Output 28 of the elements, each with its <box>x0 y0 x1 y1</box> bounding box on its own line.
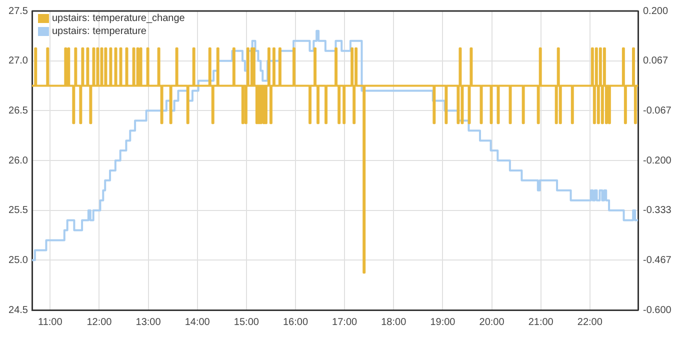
y-tick-label: 26.0 <box>8 155 28 166</box>
x-tick-label: 12:00 <box>86 316 112 328</box>
legend-label: upstairs: temperature_change <box>52 12 185 25</box>
x-tick-label: 19:00 <box>430 316 456 328</box>
y2-tick-label: -0.333 <box>643 205 672 216</box>
x-tick-label: 21:00 <box>528 316 554 328</box>
y-tick-label: 24.5 <box>8 304 28 316</box>
y2-tick-label: -0.600 <box>643 304 672 316</box>
x-tick-label: 13:00 <box>136 316 162 328</box>
y2-tick-label: -0.200 <box>643 155 672 166</box>
x-tick-label: 11:00 <box>38 316 63 328</box>
y-tick-label: 27.0 <box>8 56 28 67</box>
y-tick-label: 25.0 <box>8 254 28 266</box>
y-tick-label: 26.5 <box>8 105 28 116</box>
y-tick-label: 27.5 <box>8 6 28 17</box>
y2-tick-label: 0.067 <box>643 56 668 67</box>
x-tick-label: 15:00 <box>234 316 260 328</box>
x-tick-label: 17:00 <box>332 316 358 328</box>
x-tick-label: 22:00 <box>577 316 603 328</box>
y2-tick-label: -0.467 <box>643 254 672 266</box>
y2-tick-label: -0.067 <box>643 105 672 116</box>
x-tick-label: 20:00 <box>479 316 505 328</box>
y2-tick-label: 0.200 <box>643 6 668 17</box>
legend-label: upstairs: temperature <box>52 25 146 38</box>
x-tick-label: 14:00 <box>184 316 210 328</box>
y-tick-label: 25.5 <box>8 205 28 216</box>
x-tick-label: 18:00 <box>381 316 407 328</box>
x-tick-label: 16:00 <box>282 316 308 328</box>
